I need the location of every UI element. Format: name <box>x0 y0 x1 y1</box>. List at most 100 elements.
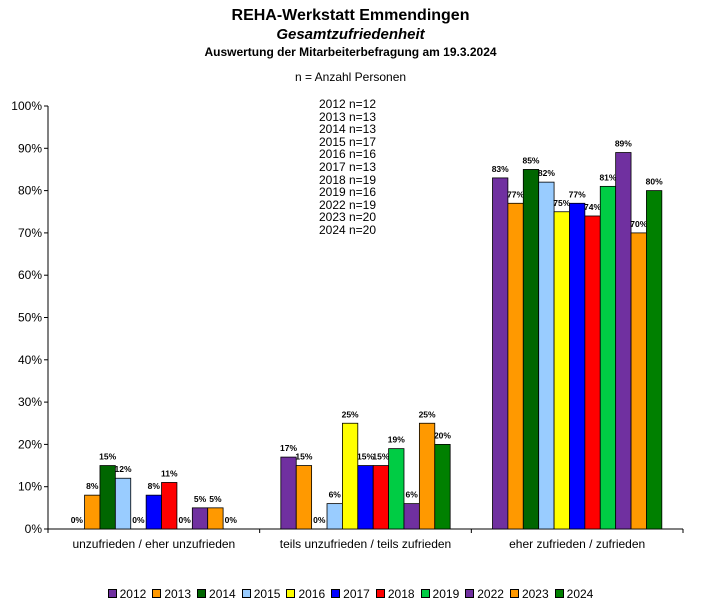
legend-swatch <box>331 589 341 598</box>
sample-size-item: 2024 n=20 <box>318 222 377 237</box>
data-label: 0% <box>71 515 84 525</box>
legend-label: 2014 <box>209 587 236 601</box>
bar <box>388 448 405 530</box>
bar <box>372 465 389 530</box>
legend-item: 2019 <box>420 587 460 601</box>
sample-size-item: 2012 n=12 <box>318 97 377 111</box>
legend-item: 2014 <box>197 587 236 601</box>
bar <box>145 494 162 530</box>
bar <box>522 169 540 530</box>
bar <box>403 503 420 530</box>
chart-note: n = Anzahl Personen <box>294 70 407 84</box>
legend-item: 2018 <box>375 587 415 601</box>
data-label: 19% <box>388 435 405 445</box>
legend-item: 2012 <box>107 587 146 601</box>
legend-swatch <box>152 589 162 598</box>
data-label: 74% <box>584 202 601 212</box>
bar <box>553 211 570 530</box>
bar <box>569 202 586 530</box>
y-tick-label: 30% <box>18 395 42 409</box>
chart-subtitle-survey: Auswertung der Mitarbeiterbefragung am 1… <box>204 45 497 59</box>
data-label: 0% <box>313 515 326 525</box>
legend-swatch <box>107 589 117 598</box>
sample-size-item: 2017 n=13 <box>318 159 377 174</box>
legend-swatch <box>554 589 564 598</box>
bar <box>538 181 555 530</box>
data-label: 6% <box>406 490 419 500</box>
data-label: 25% <box>419 409 436 419</box>
bar <box>507 202 524 530</box>
data-label: 0% <box>178 515 191 525</box>
legend-swatch <box>375 589 385 598</box>
sample-size-item: 2022 n=19 <box>318 197 377 212</box>
y-tick-label: 50% <box>18 311 42 325</box>
legend-label: 2024 <box>566 587 594 601</box>
data-label: 15% <box>372 452 389 462</box>
bar <box>99 465 116 530</box>
legend-swatch <box>420 589 430 598</box>
y-tick-label: 100% <box>11 99 42 113</box>
y-tick-label: 0% <box>25 522 43 536</box>
data-label: 15% <box>295 452 312 462</box>
bar <box>84 494 101 530</box>
data-label: 25% <box>342 409 359 419</box>
legend-swatch <box>465 589 475 598</box>
y-tick-label: 60% <box>18 268 42 282</box>
bar <box>295 465 313 530</box>
legend-swatch <box>286 589 296 598</box>
bar <box>342 422 359 530</box>
sample-size-item: 2016 n=16 <box>318 147 377 162</box>
data-label: 85% <box>522 155 539 165</box>
bar <box>357 465 374 530</box>
data-label: 81% <box>599 172 616 182</box>
data-label: 12% <box>115 464 132 474</box>
data-label: 15% <box>357 452 374 462</box>
bar <box>418 422 436 530</box>
bar <box>599 185 617 530</box>
legend-item: 2023 <box>509 587 549 601</box>
y-tick-label: 80% <box>18 184 42 198</box>
data-label: 0% <box>132 515 145 525</box>
sample-size-item: 2023 n=20 <box>318 210 377 225</box>
data-label: 70% <box>630 219 647 229</box>
data-label: 5% <box>209 494 222 504</box>
data-label: 77% <box>507 189 524 199</box>
chart-legend: 2012 2013 2014 2015 2016 2017 2018 2019 2022 2023… <box>0 587 701 601</box>
data-label: 82% <box>538 168 555 178</box>
bar <box>114 477 132 530</box>
data-label: 6% <box>329 490 342 500</box>
bar <box>161 482 178 530</box>
bar <box>492 177 509 530</box>
legend-label: 2015 <box>253 587 281 601</box>
legend-label: 2013 <box>164 587 192 601</box>
data-label: 20% <box>434 430 451 440</box>
chart-title: REHA-Werkstatt Emmendingen <box>231 7 470 24</box>
bar <box>326 503 343 530</box>
legend-item: 2013 <box>152 587 191 601</box>
legend-label: 2023 <box>521 587 549 601</box>
y-tick-label: 20% <box>18 437 42 451</box>
data-label: 11% <box>161 468 178 478</box>
legend-label: 2022 <box>477 587 504 601</box>
sample-size-item: 2013 n=13 <box>318 109 377 124</box>
data-label: 17% <box>280 443 297 453</box>
sample-size-list: 2012 n=12 2013 n=13 2014 n=13 2015 n=17 2016… <box>300 98 395 237</box>
legend-swatch <box>241 589 251 598</box>
chart-subtitle: Gesamtzufriedenheit <box>276 26 425 43</box>
bar <box>615 152 632 530</box>
data-label: 8% <box>148 481 161 491</box>
data-label: 15% <box>99 452 116 462</box>
data-label: 80% <box>646 177 663 187</box>
bar <box>584 215 601 530</box>
legend-label: 2019 <box>432 587 460 601</box>
y-tick-label: 70% <box>18 226 42 240</box>
legend-item: 2024 <box>554 587 594 601</box>
data-label: 5% <box>194 494 207 504</box>
legend-swatch <box>509 589 519 598</box>
data-label: 83% <box>492 164 509 174</box>
data-label: 8% <box>86 481 99 491</box>
x-tick-label: eher zufrieden / zufrieden <box>509 537 645 551</box>
y-tick-label: 90% <box>18 141 42 155</box>
bar <box>434 443 451 530</box>
